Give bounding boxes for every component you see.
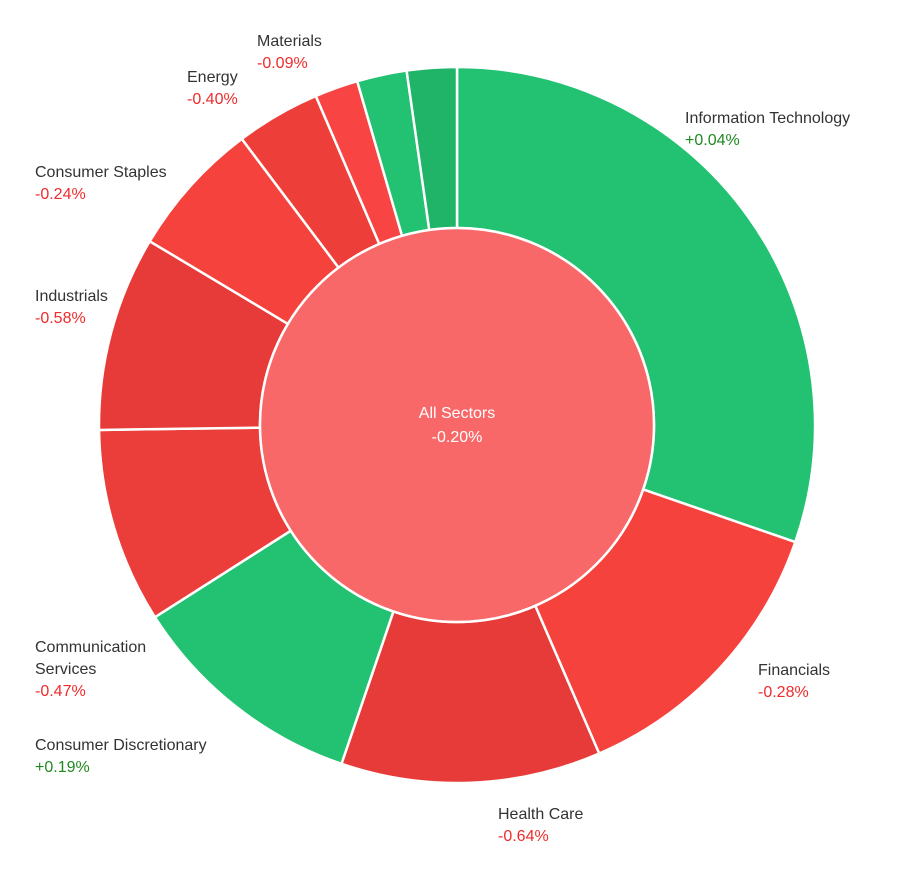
label-health-care: Health Care -0.64% <box>498 806 584 845</box>
label-industrials: Industrials -0.58% <box>35 288 108 327</box>
center-change: -0.20% <box>431 429 483 446</box>
label-information-technology: Information Technology +0.04% <box>685 110 851 149</box>
label-communication-services: Communication Services -0.47% <box>35 639 147 700</box>
label-financials: Financials -0.28% <box>758 662 831 701</box>
center-label: All Sectors -0.20% <box>357 402 557 450</box>
label-materials: Materials -0.09% <box>257 33 322 72</box>
label-energy: Energy -0.40% <box>187 69 238 108</box>
label-consumer-discretionary: Consumer Discretionary +0.19% <box>35 737 207 776</box>
center-slice-all-sectors[interactable] <box>258 226 656 624</box>
label-consumer-staples: Consumer Staples -0.24% <box>35 164 167 203</box>
center-name: All Sectors <box>418 405 496 422</box>
